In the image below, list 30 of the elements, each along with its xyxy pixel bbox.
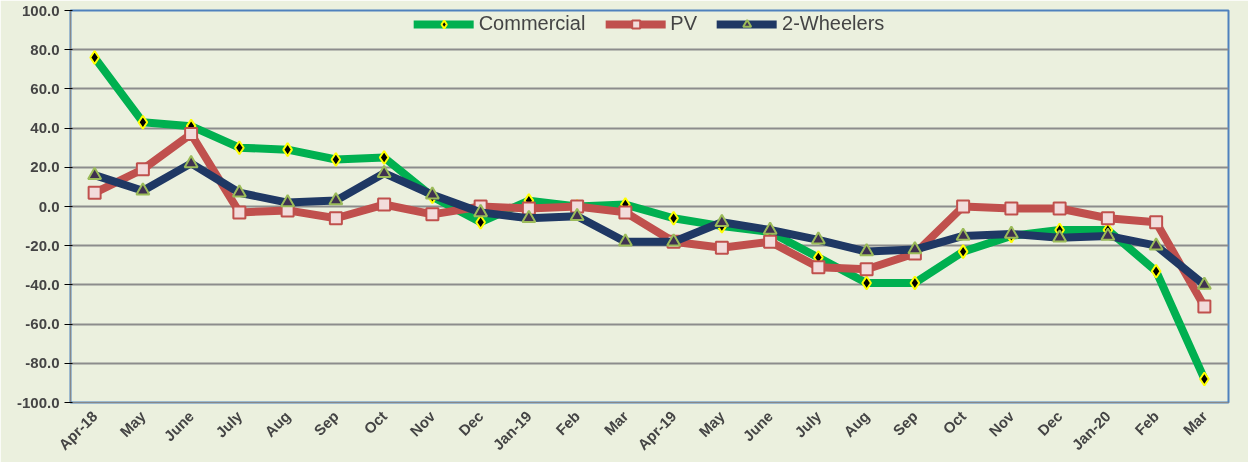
x-tick-label: Aug <box>261 407 294 441</box>
y-tick-label: -20.0 <box>25 236 60 254</box>
y-tick-label: 20.0 <box>30 158 60 176</box>
x-tick-label: Oct <box>360 407 391 438</box>
x-tick-label: Dec <box>1034 407 1066 439</box>
x-tick-label: Oct <box>939 407 970 438</box>
y-tick-label: -80.0 <box>25 354 60 372</box>
legend-label: 2-Wheelers <box>782 12 885 35</box>
y-tick-label: 0.0 <box>38 197 60 215</box>
y-tick-label: 40.0 <box>30 119 60 137</box>
y-tick-label: 100.0 <box>21 1 60 19</box>
x-tick-label: Sep <box>889 407 921 439</box>
x-tick-label: Dec <box>455 407 487 439</box>
y-tick-label: -60.0 <box>25 315 60 333</box>
x-tick-label: Aug <box>840 407 873 441</box>
x-tick-label: May <box>116 407 150 441</box>
x-tick-label: Sep <box>310 407 342 439</box>
y-tick-label: -100.0 <box>16 393 60 411</box>
x-tick-label: Nov <box>406 407 439 440</box>
legend-label: Commercial <box>478 12 586 35</box>
y-tick-label: -40.0 <box>25 275 60 293</box>
x-tick-label: Feb <box>1131 407 1163 439</box>
x-tick-label: Feb <box>552 407 584 439</box>
legend-label: PV <box>670 12 698 35</box>
x-tick-label: Mar <box>600 407 632 439</box>
x-tick-label: Mar <box>1179 407 1211 439</box>
x-tick-label: Nov <box>985 407 1018 440</box>
y-tick-label: 60.0 <box>30 79 60 97</box>
y-tick-label: 80.0 <box>30 40 60 58</box>
x-tick-label: May <box>695 407 729 441</box>
